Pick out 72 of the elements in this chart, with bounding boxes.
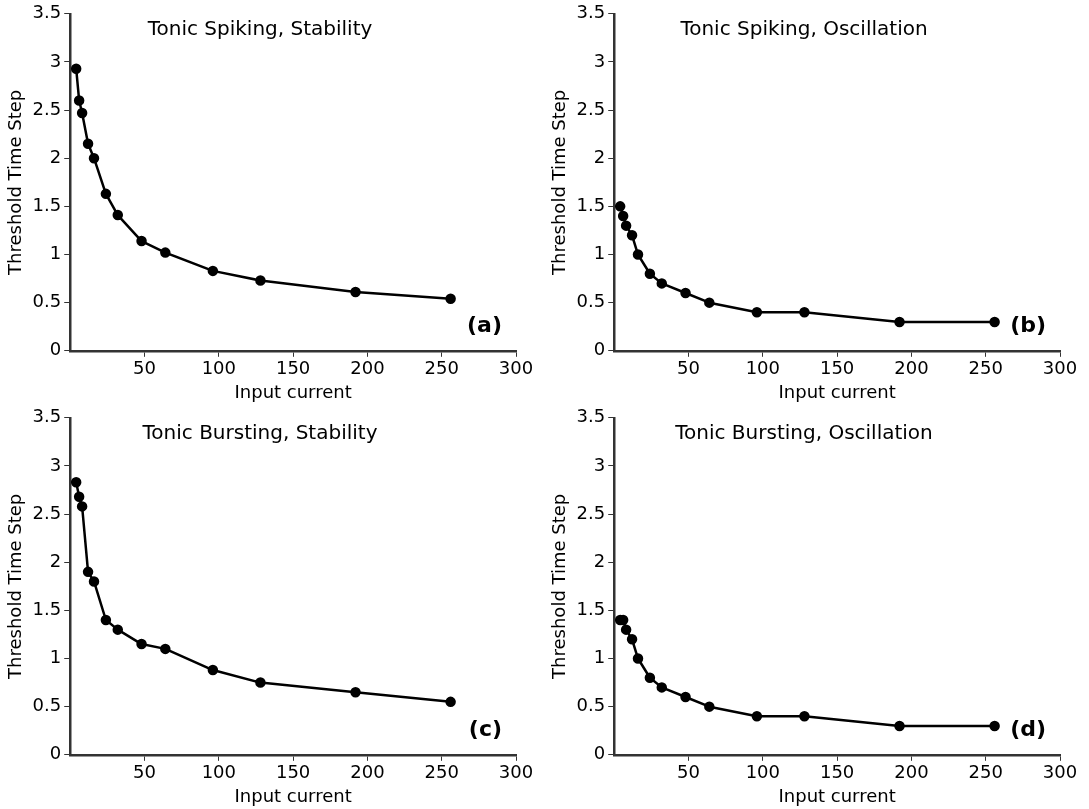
y-tick-label: 0 [593,742,606,764]
x-axis-title: Input current [778,784,896,806]
x-axis-title: Input current [778,380,896,402]
x-tick-label: 300 [1042,761,1078,783]
y-tick-label: 1.5 [576,194,606,216]
y-tick-label: 3.5 [32,405,62,427]
x-tick-label: 150 [819,357,855,379]
y-tick-label: 3 [593,49,606,71]
y-axis-title: Threshold Time Step [4,493,26,680]
annotation: (a) [467,311,502,337]
x-tick-label: 150 [275,357,311,379]
x-tick-label: 200 [350,357,385,379]
x-tick-label: 300 [498,357,534,379]
y-tick-label: 3 [49,49,62,71]
y-tick-label: 3.5 [32,1,62,23]
chart-title: Tonic Bursting, Stability [141,420,378,444]
y-axis-title: Threshold Time Step [548,493,570,680]
x-tick-label: 300 [498,761,534,783]
y-tick-label: 2.5 [576,97,606,119]
x-tick-label: 50 [133,357,156,379]
annotation: (c) [468,715,502,741]
y-tick-label: 0 [593,338,606,360]
y-axis-title: Threshold Time Step [4,89,26,276]
x-tick-label: 50 [677,761,700,783]
y-tick-label: 2.5 [576,501,606,523]
x-tick-label: 250 [424,761,459,783]
y-tick-label: 2 [593,145,606,167]
y-axis-title: Threshold Time Step [548,89,570,276]
x-tick-label: 150 [275,761,311,783]
x-tick-label: 250 [424,357,459,379]
x-axis-title: Input current [234,380,352,402]
y-tick-label: 1.5 [32,194,62,216]
y-tick-label: 2 [49,145,62,167]
y-tick-label: 0 [49,338,62,360]
x-tick-label: 100 [201,761,236,783]
x-tick-label: 100 [745,357,780,379]
y-tick-label: 1 [593,242,606,264]
x-tick-label: 200 [350,761,385,783]
x-tick-label: 250 [968,761,1003,783]
x-tick-label: 100 [201,357,236,379]
y-tick-label: 0 [49,742,62,764]
y-tick-label: 3 [49,453,62,475]
y-tick-label: 3.5 [576,405,606,427]
x-axis-title: Input current [234,784,352,806]
x-tick-label: 250 [968,357,1003,379]
annotation: (d) [1010,715,1046,741]
y-tick-label: 1 [49,646,62,668]
y-tick-label: 1 [593,646,606,668]
annotation: (b) [1010,311,1046,337]
y-tick-label: 0.5 [576,694,606,716]
x-tick-label: 200 [894,761,929,783]
y-tick-label: 1 [49,242,62,264]
y-tick-label: 1.5 [576,598,606,620]
y-tick-label: 2 [593,549,606,571]
y-tick-label: 3.5 [576,1,606,23]
x-tick-label: 50 [133,761,156,783]
y-tick-label: 2.5 [32,501,62,523]
y-tick-label: 1.5 [32,598,62,620]
x-tick-label: 200 [894,357,929,379]
x-tick-label: 150 [819,761,855,783]
chart-title: Tonic Spiking, Stability [146,16,373,40]
x-tick-label: 50 [677,357,700,379]
y-tick-label: 0.5 [32,694,62,716]
y-tick-label: 3 [593,453,606,475]
y-tick-label: 0.5 [576,290,606,312]
x-tick-label: 100 [745,761,780,783]
y-tick-label: 0.5 [32,290,62,312]
y-tick-label: 2.5 [32,97,62,119]
x-tick-label: 300 [1042,357,1078,379]
y-tick-label: 2 [49,549,62,571]
chart-title: Tonic Bursting, Oscillation [674,420,933,444]
chart-title: Tonic Spiking, Oscillation [679,16,928,40]
